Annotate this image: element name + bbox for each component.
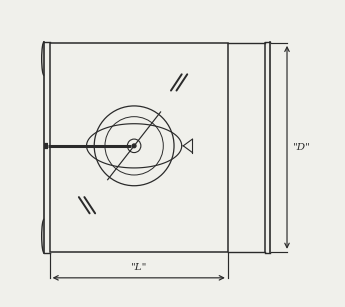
Bar [50,43,228,252]
Circle shape [132,144,136,148]
Text: "D": "D" [293,143,310,152]
Text: "L": "L" [130,263,147,272]
